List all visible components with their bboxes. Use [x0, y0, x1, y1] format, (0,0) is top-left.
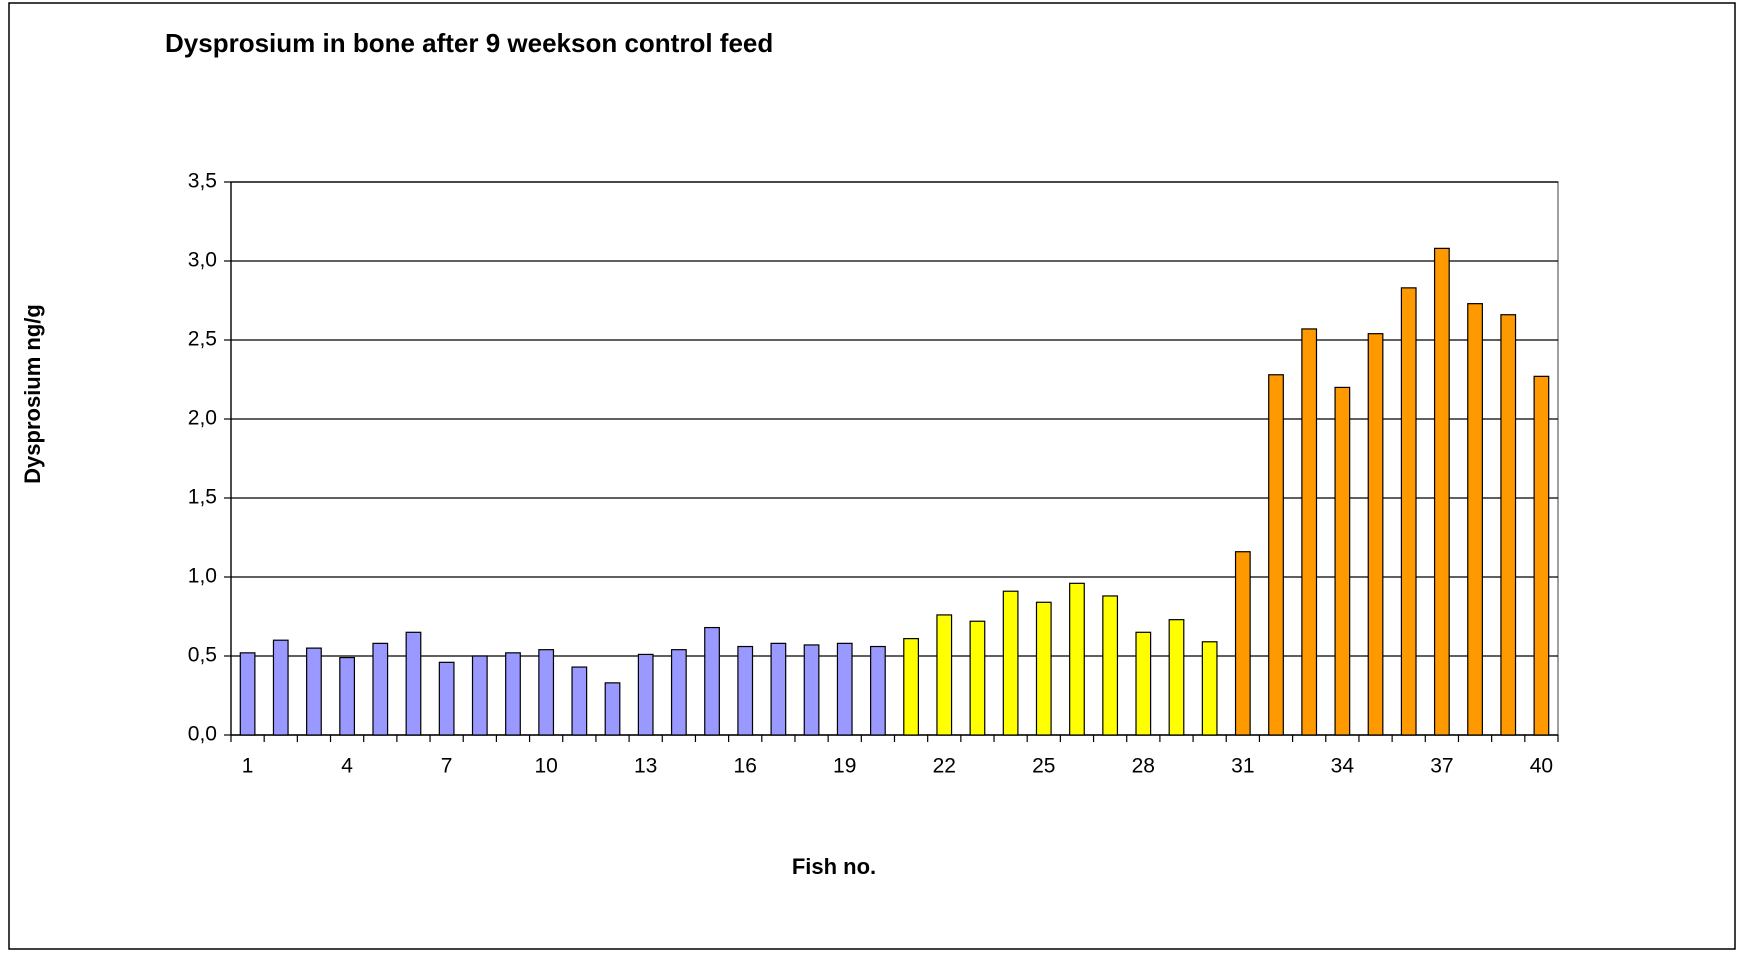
bar: [737, 645, 754, 736]
bar: [239, 652, 256, 736]
x-tick-label: 13: [634, 755, 657, 778]
chart-title: Dysprosium in bone after 9 weekson contr…: [165, 28, 773, 58]
bar: [438, 661, 455, 736]
bar: [836, 642, 853, 736]
bar: [1234, 551, 1251, 736]
bar: [704, 626, 720, 736]
bar: [936, 614, 953, 736]
bar: [1102, 595, 1119, 736]
x-tick-label: 16: [734, 755, 757, 778]
bar: [1301, 328, 1318, 736]
bar: [969, 620, 986, 736]
y-axis-title: Dysprosium ng/g: [20, 304, 45, 484]
bar: [670, 649, 687, 736]
x-tick-label: 31: [1231, 755, 1254, 778]
x-tick-label: 40: [1530, 755, 1553, 778]
x-tick-label: 19: [833, 755, 856, 778]
bar: [903, 638, 919, 736]
bar: [1400, 287, 1417, 736]
bar: [505, 652, 521, 736]
bar: [372, 642, 389, 736]
bar: [306, 647, 322, 736]
y-tick-label: 0,5: [188, 644, 217, 667]
bar: [1433, 247, 1450, 736]
bar: [405, 631, 422, 736]
bar: [1002, 590, 1019, 736]
y-tick-label: 3,5: [188, 170, 217, 193]
bar: [1268, 374, 1284, 736]
x-axis-title: Fish no.: [792, 854, 876, 879]
bar: [604, 682, 621, 736]
x-tick-label: 37: [1430, 755, 1453, 778]
x-tick-label: 1: [242, 755, 254, 778]
y-tick-label: 2,5: [188, 328, 217, 351]
bar: [272, 639, 289, 736]
y-tick-label: 1,5: [188, 486, 217, 509]
x-tick-label: 34: [1331, 755, 1355, 778]
bar: [538, 649, 555, 736]
bar: [1467, 303, 1483, 736]
y-tick-label: 3,0: [188, 249, 217, 272]
bar: [1367, 333, 1384, 736]
y-tick-label: 2,0: [188, 407, 217, 430]
plot-area: [230, 181, 1559, 736]
bar: [637, 653, 654, 736]
x-tick-label: 7: [441, 755, 453, 778]
y-tick-label: 1,0: [188, 565, 217, 588]
y-tick-label: 0,0: [188, 723, 217, 746]
bar: [1500, 314, 1517, 736]
bar: [571, 666, 588, 736]
bar: [471, 655, 488, 736]
bar: [1069, 582, 1085, 736]
bar: [870, 645, 886, 736]
bar: [1533, 375, 1550, 736]
x-tick-label: 25: [1032, 755, 1055, 778]
x-tick-label: 28: [1132, 755, 1155, 778]
bar: [339, 656, 356, 736]
bar: [1201, 641, 1218, 736]
bar: [1168, 619, 1185, 736]
x-tick-label: 22: [933, 755, 956, 778]
bar: [770, 642, 787, 736]
bar: [1135, 631, 1152, 736]
bar: [1334, 386, 1351, 736]
x-tick-label: 4: [341, 755, 353, 778]
bar: [1035, 601, 1052, 736]
bar: [803, 644, 820, 736]
x-tick-label: 10: [534, 755, 557, 778]
